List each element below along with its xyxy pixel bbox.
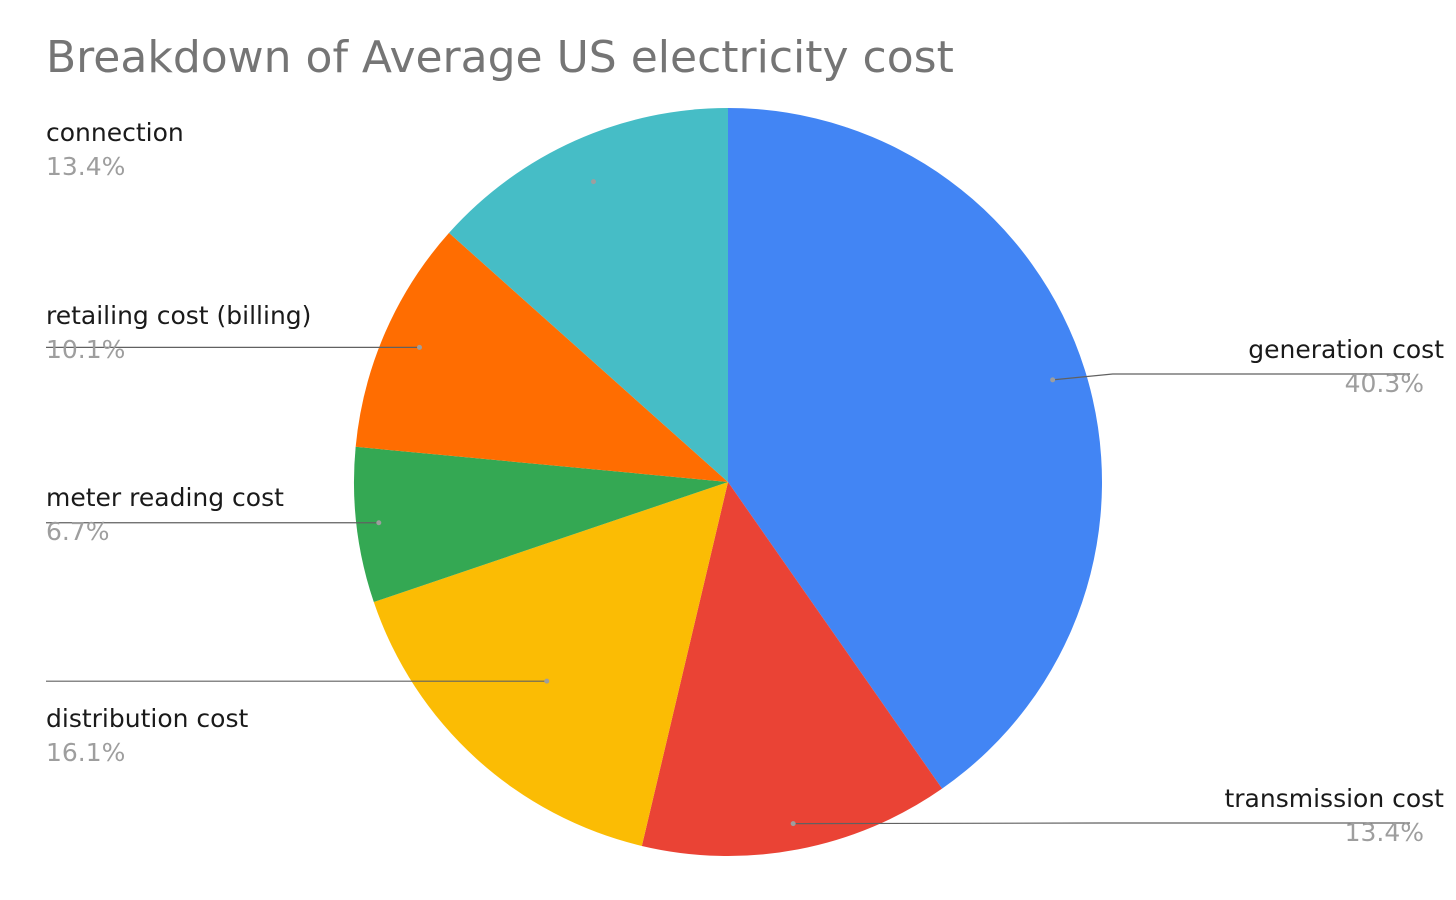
slice-label-transmission-cost: transmission cost (1224, 784, 1444, 813)
leader-dot-generation-cost (1050, 377, 1056, 383)
slice-labels: generation cost 40.3% transmission cost 13.… (46, 118, 1444, 847)
leader-line-generation-cost (1052, 373, 1410, 381)
pie-slice-meter-reading-cost (354, 446, 728, 603)
leader-dot-connection (591, 179, 597, 185)
leader-dot-transmission-cost (790, 821, 796, 827)
pie-slice-transmission-cost (641, 482, 943, 857)
leader-dot-meter-reading-cost (376, 520, 382, 526)
chart-title: Breakdown of Average US electricity cost (46, 32, 954, 83)
leader-dot-distribution-cost (544, 678, 550, 684)
pie-slices (354, 108, 1102, 857)
leader-lines (46, 179, 1410, 827)
slice-label-retailing-cost-billing: retailing cost (billing) (46, 301, 311, 330)
slice-label-connection: connection (46, 118, 184, 147)
slice-label-distribution-cost: distribution cost (46, 704, 248, 733)
slice-label-meter-reading-cost: meter reading cost (46, 483, 284, 512)
pie-slice-connection (449, 108, 728, 482)
slice-label-generation-cost: generation cost (1248, 335, 1444, 364)
pie-slice-retailing-cost-billing (355, 232, 728, 482)
pie-slice-distribution-cost (373, 482, 728, 846)
slice-value-distribution-cost: 16.1% (46, 738, 125, 767)
slice-value-generation-cost: 40.3% (1345, 369, 1424, 398)
leader-line-transmission-cost (793, 822, 1410, 825)
pie-slice-generation-cost (728, 108, 1102, 789)
slice-value-retailing-cost-billing: 10.1% (46, 335, 125, 364)
slice-value-meter-reading-cost: 6.7% (46, 517, 110, 546)
slice-value-connection: 13.4% (46, 152, 125, 181)
leader-dot-retailing-cost-billing (417, 344, 423, 350)
slice-value-transmission-cost: 13.4% (1345, 818, 1424, 847)
